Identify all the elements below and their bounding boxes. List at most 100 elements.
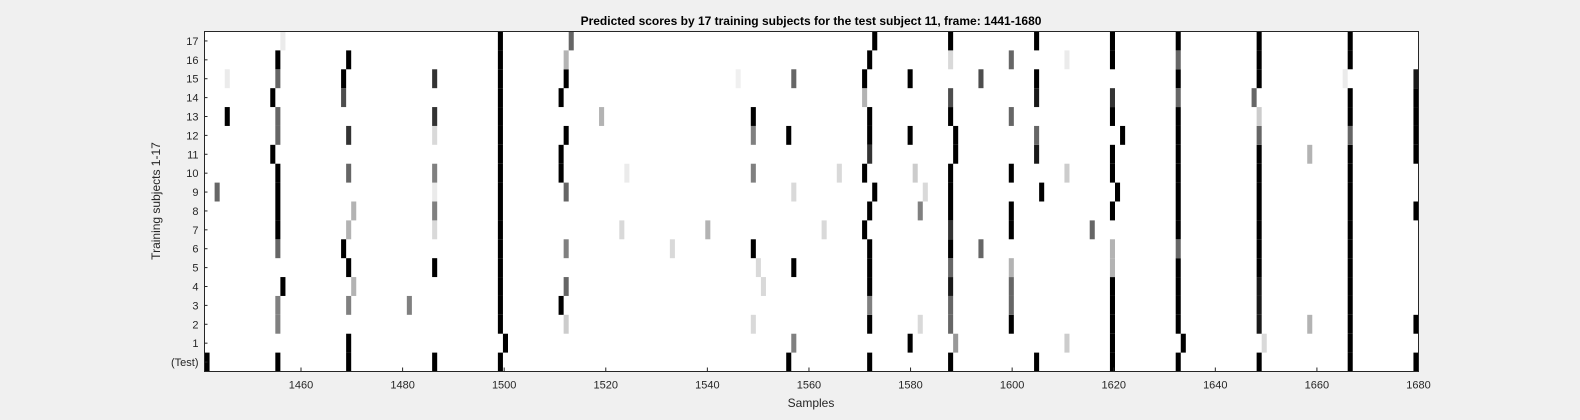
heatmap-cell — [867, 314, 873, 334]
heatmap-cell — [1347, 88, 1353, 108]
heatmap-cell — [953, 144, 959, 164]
heatmap-cell — [224, 107, 230, 126]
heatmap-cell — [1256, 125, 1262, 145]
heatmap-cell — [760, 277, 766, 296]
heatmap-cell — [497, 277, 503, 296]
heatmap-cell — [1180, 333, 1186, 353]
heatmap-cell — [497, 69, 503, 89]
x-tick-label: 1520 — [594, 380, 618, 392]
heatmap-cell — [497, 258, 503, 278]
heatmap-cell — [1347, 125, 1353, 145]
heatmap-cell — [867, 144, 873, 164]
heatmap-cell — [1109, 31, 1115, 51]
heatmap-cell — [1109, 201, 1115, 221]
heatmap-cell — [346, 220, 352, 240]
heatmap-cell — [922, 182, 928, 202]
y-tick-label: (Test) — [171, 357, 199, 369]
heatmap-cell — [1089, 220, 1095, 240]
heatmap-cell — [1175, 239, 1181, 259]
heatmap-cell — [948, 239, 954, 259]
heatmap-cell — [867, 107, 873, 126]
heatmap-cell — [214, 182, 220, 202]
heatmap-cell — [1347, 31, 1353, 51]
heatmap-cell — [563, 277, 569, 296]
heatmap-cell — [406, 295, 412, 315]
heatmap-cell — [275, 50, 281, 70]
heatmap-cell — [1307, 144, 1313, 164]
y-axis-label: Training subjects 1-17 — [149, 142, 163, 260]
y-tick-label: 7 — [192, 225, 198, 237]
heatmap-cell — [502, 333, 508, 353]
heatmap-cell — [432, 69, 438, 89]
heatmap-cell — [1064, 50, 1070, 70]
heatmap-cell — [1109, 163, 1115, 183]
heatmap-cell — [1008, 201, 1014, 221]
heatmap-cell — [432, 352, 438, 372]
heatmap-cell — [275, 107, 281, 126]
heatmap-cell — [497, 163, 503, 183]
chart-title: Predicted scores by 17 training subjects… — [581, 14, 1042, 28]
heatmap-cell — [497, 239, 503, 259]
heatmap-cell — [1034, 69, 1040, 89]
heatmap-cell — [1347, 333, 1353, 353]
heatmap-cell — [1261, 333, 1267, 353]
heatmap-cell — [1347, 50, 1353, 70]
heatmap-cell — [1256, 295, 1262, 315]
heatmap-cell — [497, 88, 503, 108]
heatmap-cell — [1175, 125, 1181, 145]
heatmap-cell — [346, 163, 352, 183]
heatmap-cell — [1109, 352, 1115, 372]
y-tick-label: 13 — [186, 112, 198, 124]
heatmap-cell — [821, 220, 827, 240]
heatmap-cell — [1347, 277, 1353, 296]
heatmap-cell — [948, 182, 954, 202]
heatmap-cell — [1109, 107, 1115, 126]
heatmap-cell — [1347, 352, 1353, 372]
heatmap-cell — [1175, 163, 1181, 183]
heatmap-cell — [1008, 295, 1014, 315]
heatmap-cell — [497, 220, 503, 240]
heatmap-cell — [1347, 144, 1353, 164]
heatmap-cell — [791, 182, 797, 202]
heatmap-cell — [1342, 69, 1348, 89]
heatmap-cell — [786, 352, 792, 372]
y-tick-label: 4 — [192, 282, 198, 294]
y-tick-label: 10 — [186, 168, 198, 180]
heatmap-cell — [1175, 295, 1181, 315]
heatmap-cell — [497, 295, 503, 315]
heatmap-cell — [1008, 258, 1014, 278]
heatmap-cell — [907, 69, 913, 89]
heatmap-cell — [705, 220, 711, 240]
heatmap-cell — [750, 163, 756, 183]
heatmap-cell — [978, 239, 984, 259]
heatmap-cell — [351, 277, 357, 296]
heatmap-cell — [568, 31, 574, 51]
heatmap-cell — [862, 69, 868, 89]
y-tick-label: 9 — [192, 187, 198, 199]
heatmap-cell — [948, 258, 954, 278]
heatmap-cell — [1109, 88, 1115, 108]
heatmap-cell — [1175, 50, 1181, 70]
heatmap-cell — [1256, 277, 1262, 296]
y-tick-label: 1 — [192, 338, 198, 350]
heatmap-cell — [432, 220, 438, 240]
heatmap-cell — [563, 125, 569, 145]
y-tick-label: 8 — [192, 206, 198, 218]
heatmap-cell — [1175, 201, 1181, 221]
heatmap-cell — [912, 163, 918, 183]
heatmap-cell — [497, 201, 503, 221]
heatmap-cell — [948, 201, 954, 221]
heatmap-cell — [497, 125, 503, 145]
heatmap-cell — [1347, 258, 1353, 278]
x-tick-label: 1540 — [695, 380, 719, 392]
plot-frame — [204, 31, 1419, 372]
heatmap-cell — [270, 88, 276, 108]
heatmap-cell — [867, 258, 873, 278]
heatmap-cell — [1175, 352, 1181, 372]
heatmap-cell — [791, 69, 797, 89]
heatmap-cell — [497, 352, 503, 372]
heatmap-cell — [791, 333, 797, 353]
heatmap-cell — [948, 295, 954, 315]
heatmap-cell — [624, 163, 630, 183]
heatmap-cell — [275, 352, 281, 372]
